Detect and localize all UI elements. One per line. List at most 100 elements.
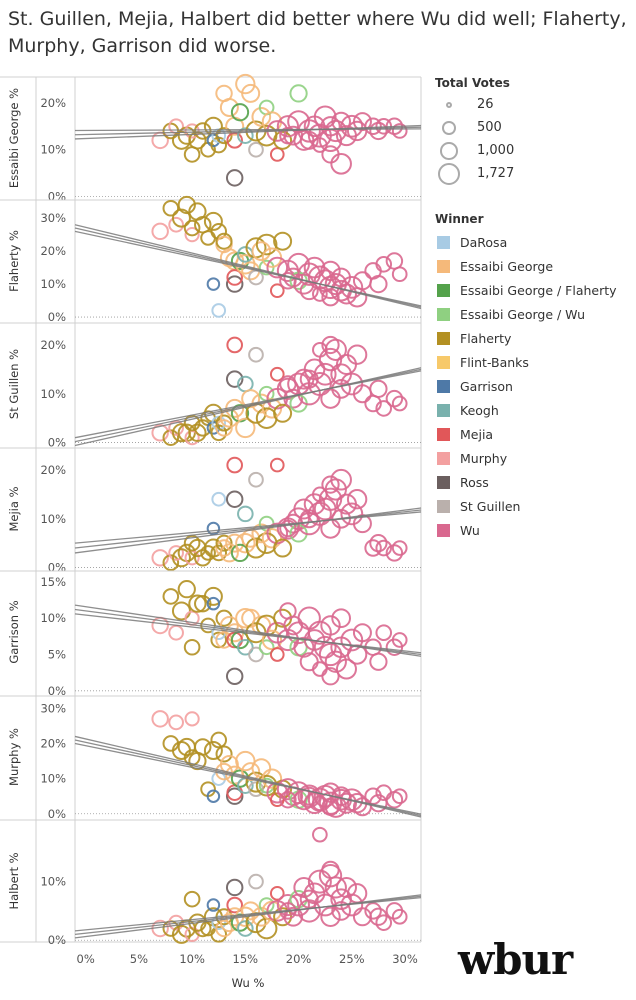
winner-legend-label: DaRosa	[460, 234, 508, 250]
winner-legend-label: Mejia	[460, 426, 494, 442]
data-point	[235, 532, 256, 554]
data-point	[237, 505, 254, 523]
data-point	[299, 889, 319, 909]
data-point	[237, 638, 254, 656]
data-point	[391, 632, 408, 648]
data-point	[194, 419, 212, 437]
size-legend-label: 500	[477, 120, 502, 135]
data-point	[184, 123, 200, 139]
data-point	[162, 199, 180, 217]
data-point	[340, 114, 364, 138]
data-point	[235, 608, 256, 629]
data-point	[318, 487, 343, 511]
x-tick-label: 30%	[392, 952, 418, 966]
data-point	[346, 344, 368, 365]
data-point	[210, 731, 228, 749]
data-point	[279, 602, 297, 620]
y-tick-label: 30%	[40, 211, 66, 225]
trend-line	[74, 224, 422, 310]
trend-line	[74, 124, 422, 140]
x-tick-label: 10%	[179, 952, 205, 966]
data-point	[188, 423, 207, 442]
data-point	[225, 667, 244, 686]
winner-legend-label: St Guillen	[460, 498, 521, 514]
data-point	[318, 347, 343, 372]
data-point	[215, 919, 233, 938]
data-point	[279, 790, 297, 809]
winner-legend-label: Essaibi George	[460, 258, 554, 274]
y-tick-label: 0%	[48, 807, 66, 821]
data-point	[203, 211, 223, 231]
winner-legend-label: Garrison	[460, 378, 513, 394]
data-point	[241, 762, 261, 782]
color-swatch-icon	[437, 451, 450, 465]
data-point	[255, 917, 278, 940]
data-point	[269, 366, 285, 382]
data-point	[352, 623, 372, 643]
y-axis-label: Garrison %	[7, 600, 21, 663]
data-point	[188, 594, 207, 613]
panel-6: Murphy % 0% 10% 20% 30%	[0, 695, 422, 821]
data-point	[375, 255, 393, 273]
panel-7: Halbert % 0% 10%	[0, 819, 422, 947]
data-point	[320, 518, 341, 539]
y-tick-label: 20%	[40, 244, 66, 258]
data-point	[206, 596, 221, 611]
trend-line	[74, 604, 422, 657]
data-point	[269, 283, 285, 299]
size-circle-icon	[442, 121, 456, 135]
data-point	[219, 543, 239, 563]
y-tick-label: 5%	[48, 648, 66, 662]
data-point	[320, 906, 341, 927]
data-point	[330, 152, 352, 175]
winner-legend-label: Wu	[460, 522, 480, 538]
data-point	[330, 468, 352, 491]
y-axis-label: St Guillen %	[7, 349, 21, 419]
data-point	[324, 876, 347, 899]
data-point	[215, 745, 233, 763]
y-tick-label: 10%	[40, 512, 66, 526]
data-point	[211, 491, 227, 507]
x-axis-label: Wu %	[232, 976, 265, 990]
winner-legend-item: Ross	[435, 470, 635, 494]
data-point	[321, 667, 340, 686]
winner-legend-item: DaRosa	[435, 230, 635, 254]
data-point	[226, 269, 243, 286]
trend-line	[74, 608, 422, 656]
data-point	[331, 608, 352, 629]
data-point	[273, 231, 293, 251]
data-point	[321, 288, 340, 307]
data-point	[245, 537, 267, 559]
size-legend-item: 1,000	[435, 140, 635, 163]
x-tick-label: 15%	[233, 952, 259, 966]
data-point	[241, 389, 261, 409]
y-tick-label: 0%	[48, 933, 66, 947]
winner-legend-label: Essaibi George / Wu	[460, 306, 585, 322]
winner-legend-item: Flint-Banks	[435, 350, 635, 374]
y-tick-label: 10%	[40, 875, 66, 889]
data-point	[241, 901, 261, 921]
data-point	[318, 642, 343, 667]
data-point	[364, 902, 382, 920]
y-tick-label: 10%	[40, 277, 66, 291]
data-point	[269, 792, 285, 808]
data-point	[331, 111, 352, 132]
color-swatch-icon	[437, 283, 450, 297]
trend-line	[74, 735, 422, 818]
data-point	[171, 740, 191, 760]
size-legend-item: 26	[435, 94, 635, 117]
data-point	[293, 636, 315, 658]
data-point	[299, 369, 319, 389]
wbur-logo: wbur	[458, 935, 573, 984]
data-point	[151, 424, 169, 442]
data-point	[206, 789, 221, 803]
data-point	[299, 786, 319, 806]
trend-line	[74, 507, 422, 554]
winner-legend-label: Murphy	[460, 450, 508, 466]
data-point	[321, 860, 340, 879]
data-point	[299, 652, 319, 672]
x-tick-label: 20%	[286, 952, 312, 966]
data-point	[210, 424, 228, 442]
data-point	[318, 864, 343, 888]
